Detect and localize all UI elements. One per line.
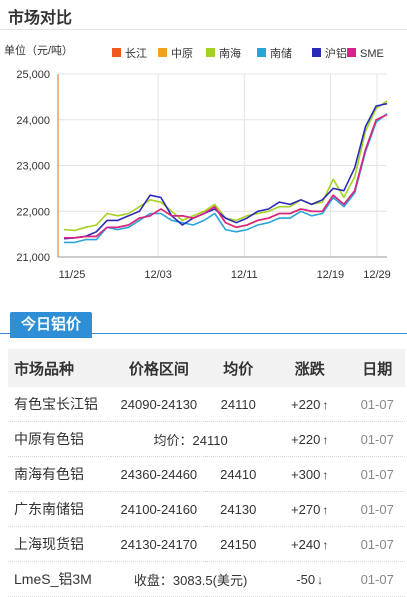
legend-swatch: [257, 48, 266, 57]
avg-price-cell: 24150: [206, 526, 270, 562]
change-cell: +220 ↑: [270, 421, 350, 457]
y-tick-label: 23,000: [16, 161, 50, 173]
change-cell: +270 ↑: [270, 491, 350, 527]
legend-label: 长江: [125, 47, 147, 60]
market-name-cell: 中原有色铝: [8, 421, 112, 457]
price-range-cell: 24130-24170: [111, 526, 207, 562]
column-header: 均价: [206, 349, 270, 387]
column-header: 价格区间: [111, 349, 207, 387]
avg-price-cell: 24110: [206, 387, 270, 422]
date-cell: 01-07: [349, 561, 405, 597]
market-name-cell: 南海有色铝: [8, 456, 112, 492]
market-name-cell: 广东南储铝: [8, 491, 112, 527]
legend-label: 南海: [219, 46, 241, 60]
price-table-body: 有色宝长江铝 24090-24130 24110 +220 ↑ 01-07 中原有色铝 均价：…: [8, 387, 405, 597]
column-header: 涨跌: [270, 349, 350, 387]
price-range-cell: 24100-24160: [111, 491, 207, 527]
y-tick-label: 24,000: [16, 115, 50, 127]
x-tick-label: 12/19: [317, 269, 345, 281]
date-cell: 01-07: [349, 421, 405, 457]
legend-swatch: [312, 48, 321, 57]
table-row: 有色宝长江铝 24090-24130 24110 +220 ↑ 01-07: [8, 387, 405, 422]
date-cell: 01-07: [349, 456, 405, 492]
header-row: 市场品种 价格区间 均价 涨跌 日期: [8, 349, 405, 387]
arrow-up-icon: ↑: [322, 397, 329, 412]
change-cell: -50 ↓: [270, 561, 350, 597]
arrow-down-icon: ↓: [317, 572, 324, 587]
legend-label: SME: [360, 48, 384, 60]
avg-price-cell: 24410: [206, 456, 270, 492]
arrow-up-icon: ↑: [322, 537, 329, 552]
title-divider: [0, 29, 407, 30]
x-tick-label: 12/03: [144, 269, 172, 281]
column-header: 市场品种: [8, 349, 112, 387]
legend-swatch: [206, 48, 215, 57]
unit-label: 单位（元/吨）: [4, 43, 73, 57]
legend-label: 沪铝: [325, 46, 347, 60]
legend-swatch: [112, 48, 121, 57]
change-cell: +240 ↑: [270, 526, 350, 562]
market-name-cell: LmeS_铝3M: [8, 561, 112, 597]
table-row: LmeS_铝3M 收盘：3083.5(美元) -50 ↓ 01-07: [8, 561, 405, 597]
legend-swatch: [347, 48, 356, 57]
y-tick-label: 25,000: [16, 69, 50, 81]
arrow-up-icon: ↑: [322, 432, 329, 447]
legend-label: 中原: [171, 47, 193, 60]
price-table-header: 市场品种 价格区间 均价 涨跌 日期: [8, 349, 405, 387]
tab-underline: [0, 333, 407, 334]
market-name-cell: 有色宝长江铝: [8, 387, 112, 422]
change-cell: +300 ↑: [270, 456, 350, 492]
legend-label: 南储: [270, 46, 292, 60]
date-cell: 01-07: [349, 387, 405, 422]
series-line: [64, 113, 388, 239]
change-cell: +220 ↑: [270, 387, 350, 422]
y-tick-label: 21,000: [16, 252, 50, 264]
x-tick-label: 11/25: [59, 269, 86, 281]
price-table: 市场品种 价格区间 均价 涨跌 日期 有色宝长江铝 24090-24130 24110 +22…: [8, 349, 405, 597]
table-row: 上海现货铝 24130-24170 24150 +240 ↑ 01-07: [8, 526, 405, 562]
price-range-cell: 24090-24130: [111, 387, 207, 422]
table-row: 中原有色铝 均价：24110 +220 ↑ 01-07: [8, 421, 405, 457]
date-cell: 01-07: [349, 491, 405, 527]
merged-price-cell: 均价：24110: [111, 421, 270, 457]
legend-swatch: [158, 48, 167, 57]
price-range-cell: 24360-24460: [111, 456, 207, 492]
x-tick-label: 12/11: [231, 269, 258, 281]
market-name-cell: 上海现货铝: [8, 526, 112, 562]
merged-price-cell: 收盘：3083.5(美元): [111, 561, 270, 597]
table-row: 广东南储铝 24100-24160 24130 +270 ↑ 01-07: [8, 491, 405, 527]
date-cell: 01-07: [349, 526, 405, 562]
column-header: 日期: [349, 349, 405, 387]
x-tick-label: 12/29: [363, 269, 391, 281]
table-row: 南海有色铝 24360-24460 24410 +300 ↑ 01-07: [8, 456, 405, 492]
avg-price-cell: 24130: [206, 491, 270, 527]
tab-today-aluminum-price[interactable]: 今日铝价: [10, 312, 92, 338]
section-title: 市场对比: [8, 10, 73, 27]
price-comparison-chart: 单位（元/吨） 长江 中原 南海 南储 沪铝 SME 21,000 22,000 23,000 24…: [4, 43, 391, 281]
arrow-up-icon: ↑: [322, 467, 329, 482]
series-line: [63, 102, 388, 240]
y-tick-label: 22,000: [16, 206, 50, 218]
series-line: [64, 113, 388, 244]
arrow-up-icon: ↑: [322, 502, 329, 517]
